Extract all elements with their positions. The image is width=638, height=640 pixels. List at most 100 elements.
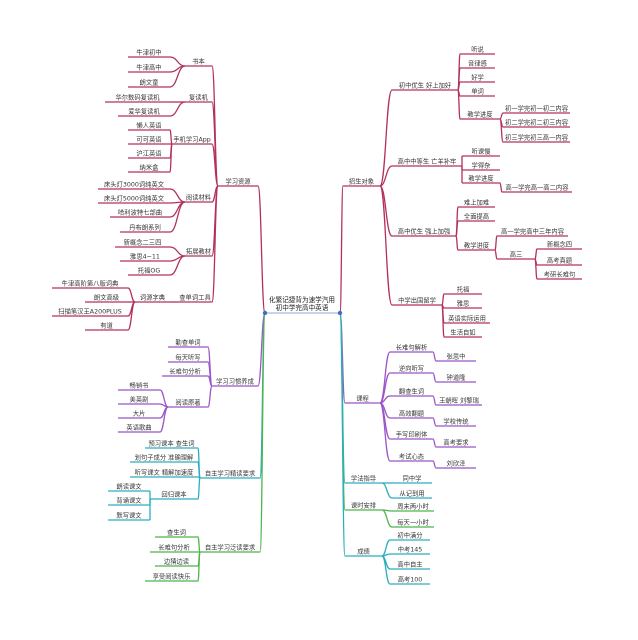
topic-node[interactable]: 畅销书 — [118, 381, 160, 391]
topic-node[interactable]: 复读机 — [185, 93, 212, 103]
branch-node[interactable]: 课时安排 — [345, 501, 382, 511]
topic-node[interactable]: 高中自主 — [390, 560, 430, 570]
branch-node[interactable]: 招生对象 — [343, 177, 380, 187]
topic-node[interactable]: 听说 — [460, 45, 495, 55]
topic-node[interactable]: 华尔数码复读机 — [105, 93, 170, 103]
topic-node[interactable]: 中考145 — [390, 545, 430, 555]
topic-node[interactable]: 牛津高阶第八版词典 — [52, 279, 128, 289]
topic-node[interactable]: 高考真题 — [537, 256, 582, 266]
topic-node[interactable]: 牛津初中 — [128, 48, 170, 58]
topic-node[interactable]: 翻查生词 — [390, 387, 433, 397]
topic-node[interactable]: 回归课本 — [150, 490, 198, 500]
topic-node[interactable]: 中学出国留学 — [392, 296, 442, 306]
topic-node[interactable]: 高中优生 强上加强 — [392, 227, 456, 237]
topic-node[interactable]: 初一学完初一初二内容 — [503, 104, 570, 114]
topic-node[interactable]: 划句子成分 准确理解 — [130, 453, 198, 463]
topic-node[interactable]: 扫描笔汉王A200PLUS — [52, 307, 128, 317]
topic-node[interactable]: 生活自如 — [444, 328, 482, 338]
topic-node[interactable]: 好学 — [460, 73, 495, 83]
branch-node[interactable]: 成绩 — [345, 547, 382, 557]
topic-node[interactable]: 高三 — [497, 250, 535, 260]
topic-node[interactable]: 难上加难 — [458, 198, 495, 208]
center-node[interactable]: 化繁记捷背为速学汽用 初中学完高中英语 — [262, 295, 343, 316]
topic-node[interactable]: 查生词 — [155, 528, 198, 538]
topic-node[interactable]: 高考要求 — [436, 438, 476, 448]
topic-node[interactable]: 沪江英语 — [128, 149, 170, 159]
topic-node[interactable]: 预习课本 查生词 — [145, 439, 198, 449]
topic-node[interactable]: 懒人英语 — [128, 121, 170, 131]
branch-node[interactable]: 学习资源 — [218, 177, 258, 187]
topic-node[interactable]: 阅读材料 — [185, 193, 212, 203]
topic-node[interactable]: 边猜边读 — [155, 557, 198, 567]
branch-node[interactable]: 自主学习精读要求 — [200, 469, 260, 479]
topic-node[interactable]: 有道 — [85, 321, 128, 331]
topic-node[interactable]: 爱华复读机 — [118, 107, 170, 117]
topic-node[interactable]: 高效翻题 — [390, 409, 433, 419]
topic-node[interactable]: 纳米盒 — [128, 163, 170, 173]
topic-node[interactable]: 新概念二三四 — [115, 238, 170, 248]
topic-node[interactable]: 学得杂 — [462, 161, 500, 171]
topic-node[interactable]: 大片 — [118, 409, 160, 419]
topic-node[interactable]: 丹布朗系列 — [120, 223, 170, 233]
topic-node[interactable]: 周末两小时 — [392, 502, 434, 512]
topic-node[interactable]: 哈利波特七部曲 — [110, 208, 170, 218]
topic-node[interactable]: 英语歌曲 — [118, 423, 160, 433]
topic-node[interactable]: 勤查单词 — [168, 338, 208, 348]
topic-node[interactable]: 初中优生 好上加好 — [392, 81, 458, 91]
topic-node[interactable]: 高一学完高中三年内容 — [497, 227, 568, 237]
topic-node[interactable]: 高中中等生 亡羊补牢 — [392, 157, 462, 167]
topic-node[interactable]: 床头灯5000词纯英文 — [98, 194, 170, 204]
topic-node[interactable]: 教学进度 — [460, 110, 500, 120]
topic-node[interactable]: 考研长难句 — [537, 270, 582, 280]
topic-node[interactable]: 钟道隆 — [436, 373, 476, 383]
topic-node[interactable]: 每天一小时 — [392, 518, 434, 528]
topic-node[interactable]: 学校传统 — [436, 417, 476, 427]
topic-node[interactable]: 默写课文 — [108, 511, 150, 521]
topic-node[interactable]: 英语实际运用 — [444, 314, 490, 324]
topic-node[interactable]: 长难句分析 — [162, 367, 208, 377]
topic-node[interactable]: 刘欣泽 — [436, 459, 476, 469]
branch-node[interactable]: 课程 — [345, 394, 380, 404]
topic-node[interactable]: 高一学完高一高二内容 — [502, 183, 572, 193]
topic-node[interactable]: 教学进度 — [458, 241, 495, 251]
topic-node[interactable]: 雅思4~11 — [120, 253, 170, 262]
topic-node[interactable]: 美英剧 — [118, 395, 160, 405]
topic-node[interactable]: 书本 — [185, 57, 212, 67]
topic-node[interactable]: 新概念四 — [537, 240, 582, 250]
branch-node[interactable]: 学习习惯养成 — [212, 377, 258, 387]
topic-node[interactable]: 查单词工具 — [178, 293, 212, 303]
topic-node[interactable]: 词源字典 — [135, 293, 170, 303]
topic-node[interactable]: 托福 — [444, 285, 482, 295]
topic-node[interactable]: 逆向听写 — [390, 364, 433, 374]
topic-node[interactable]: 朗读课文 — [108, 482, 150, 492]
topic-node[interactable]: 朗文高级 — [85, 293, 128, 303]
topic-node[interactable]: 长难句分析 — [150, 543, 198, 553]
topic-node[interactable]: 从记到用 — [392, 490, 432, 499]
topic-node[interactable]: 可可英语 — [128, 135, 170, 145]
topic-node[interactable]: 张思中 — [436, 352, 476, 362]
topic-node[interactable]: 阅读原著 — [168, 398, 208, 408]
topic-node[interactable]: 初二学完初二初三内容 — [503, 118, 570, 128]
topic-node[interactable]: 每天听写 — [168, 353, 208, 363]
topic-node[interactable]: 拓展教材 — [185, 247, 212, 257]
topic-node[interactable]: 托福OG — [128, 266, 170, 276]
topic-node[interactable]: 听课慢 — [462, 147, 500, 157]
branch-node[interactable]: 自主学习泛读要求 — [200, 543, 260, 553]
topic-node[interactable]: 高考100 — [390, 575, 430, 585]
topic-node[interactable]: 手机学习App — [172, 135, 212, 145]
topic-node[interactable]: 初中满分 — [390, 531, 430, 541]
topic-node[interactable]: 音律感 — [460, 59, 495, 69]
topic-node[interactable]: 同中学 — [392, 474, 432, 484]
topic-node[interactable]: 雅思 — [444, 300, 482, 309]
topic-node[interactable]: 享受阅读快乐 — [145, 572, 198, 582]
topic-node[interactable]: 床头灯3000词纯英文 — [98, 180, 170, 190]
topic-node[interactable]: 单词 — [460, 87, 495, 97]
branch-node[interactable]: 学法指导 — [345, 474, 382, 484]
topic-node[interactable]: 手写印刷体 — [390, 430, 433, 440]
topic-node[interactable]: 初三学完初三高一内容 — [503, 133, 570, 143]
topic-node[interactable]: 王朝晖 刘黎瑞 — [436, 396, 482, 406]
topic-node[interactable]: 教学进度 — [462, 174, 500, 184]
topic-node[interactable]: 朗文童 — [128, 78, 170, 88]
topic-node[interactable]: 全面提高 — [458, 212, 495, 222]
topic-node[interactable]: 考试心态 — [390, 452, 433, 462]
